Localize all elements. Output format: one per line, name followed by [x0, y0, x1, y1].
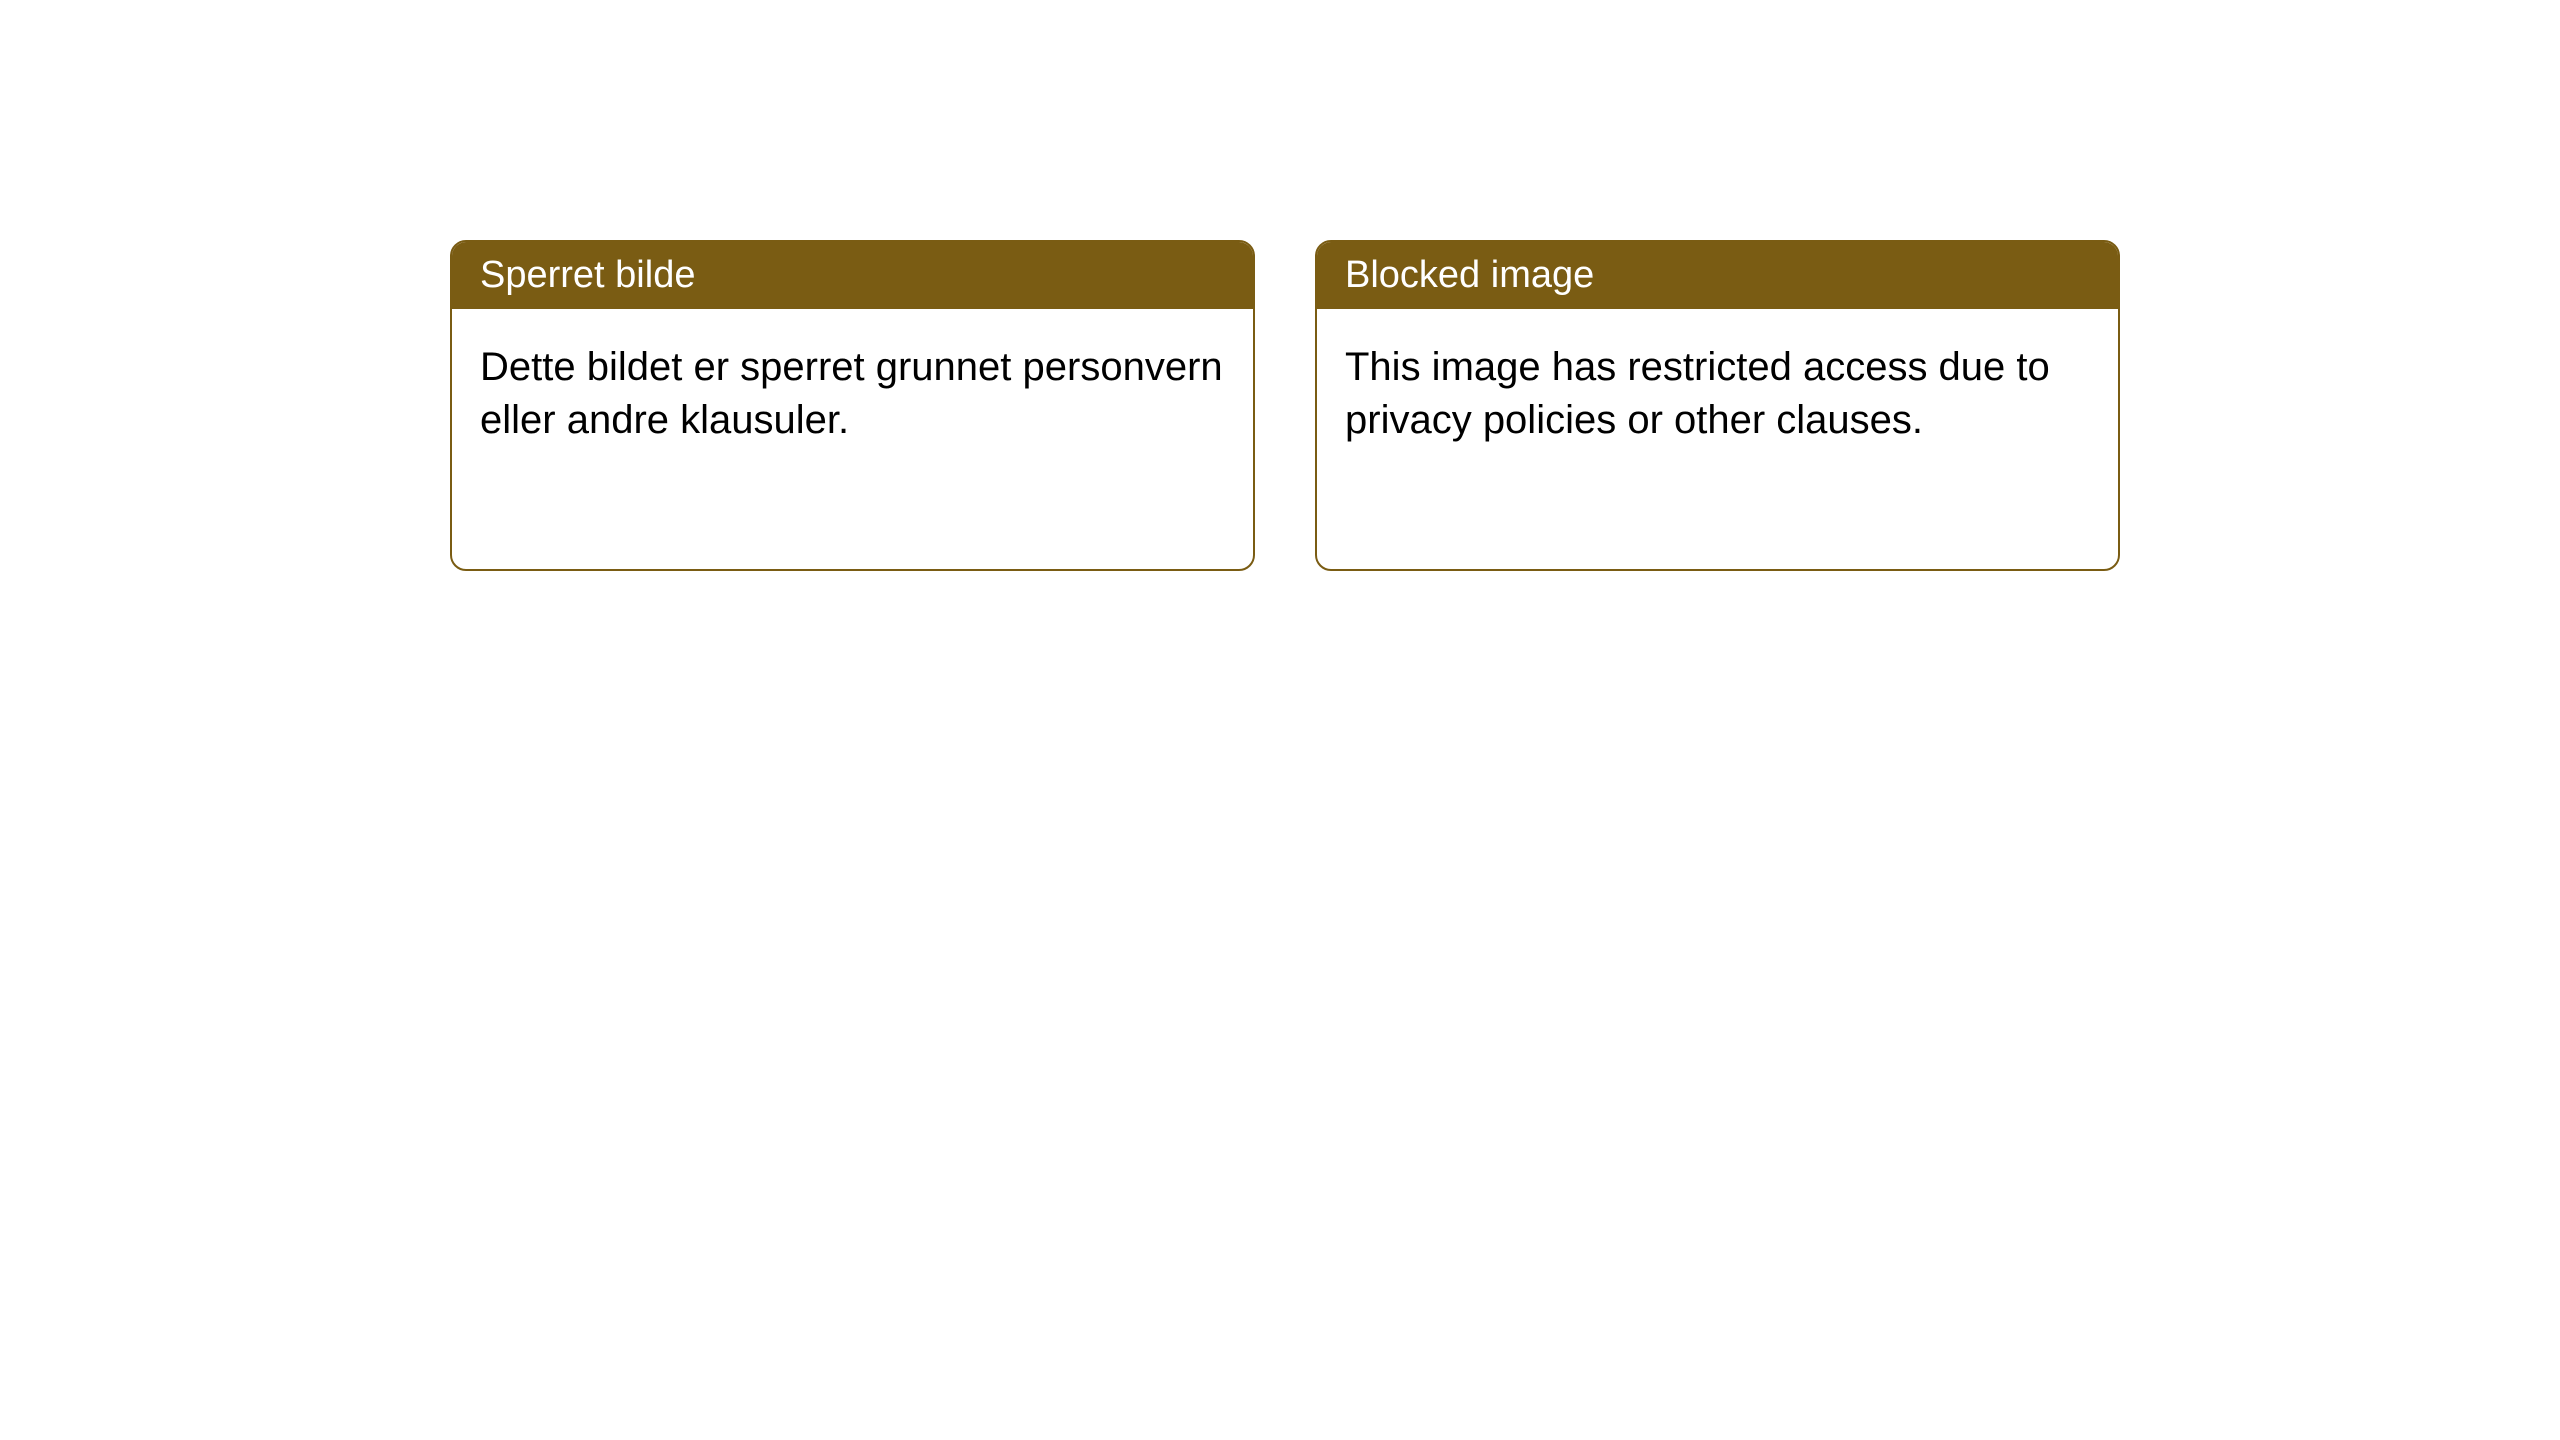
notice-container: Sperret bilde Dette bildet er sperret gr…	[450, 240, 2120, 571]
notice-card-norwegian: Sperret bilde Dette bildet er sperret gr…	[450, 240, 1255, 571]
notice-body-english: This image has restricted access due to …	[1317, 309, 2118, 569]
notice-body-norwegian: Dette bildet er sperret grunnet personve…	[452, 309, 1253, 569]
notice-title-english: Blocked image	[1317, 242, 2118, 309]
notice-title-norwegian: Sperret bilde	[452, 242, 1253, 309]
notice-card-english: Blocked image This image has restricted …	[1315, 240, 2120, 571]
